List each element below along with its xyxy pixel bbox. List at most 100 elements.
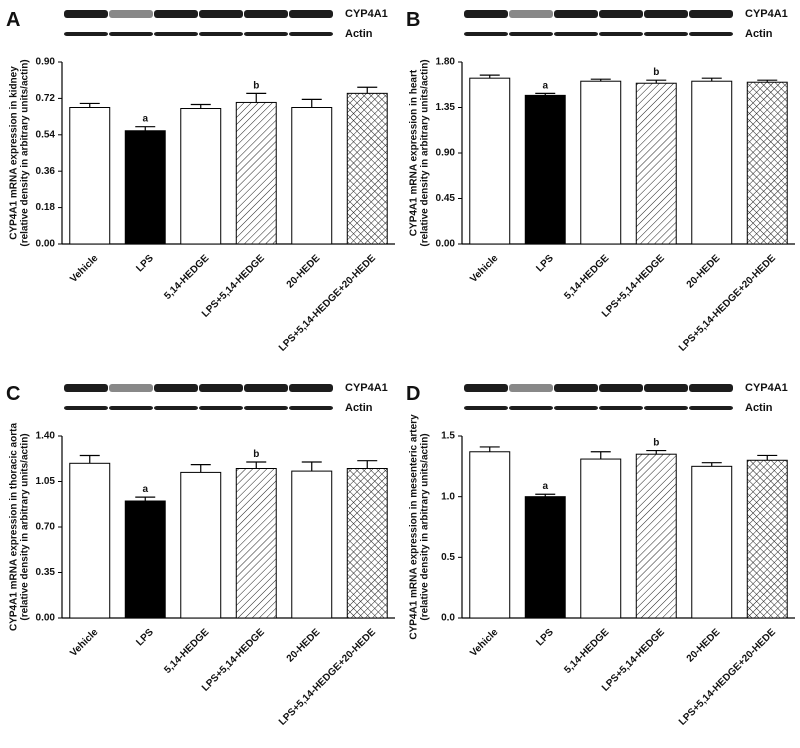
- x-tick-label: 20-HEDE: [685, 253, 723, 291]
- blot-band: [464, 10, 508, 18]
- x-tick-label: 5,14-HEDGE: [162, 253, 211, 302]
- x-tick-label: LPS+5,14-HEDGE: [600, 253, 667, 320]
- bar: [291, 470, 333, 619]
- blot-band: [509, 384, 553, 392]
- annotation: a: [542, 80, 548, 91]
- annotation: a: [142, 484, 148, 495]
- y-tick-label: 0.90: [36, 57, 56, 68]
- x-tick-label: LPS: [134, 253, 156, 275]
- y-tick-label: 1.5: [441, 431, 455, 442]
- y-tick-label: 1.35: [436, 102, 456, 113]
- bar: [124, 500, 166, 619]
- bar: [69, 462, 111, 619]
- blot-band: [109, 384, 153, 392]
- y-tick-label: 1.40: [36, 431, 56, 442]
- annotation: a: [542, 481, 548, 492]
- blot-band: [64, 406, 108, 410]
- bar: [180, 108, 222, 245]
- blot-band: [64, 10, 108, 18]
- y-tick-label: 0.18: [36, 202, 56, 213]
- x-tick-label: Vehicle: [68, 627, 100, 659]
- blot-band: [289, 384, 333, 392]
- annotation: b: [653, 67, 659, 78]
- bar: [524, 496, 566, 619]
- blot-label: CYP4A1: [745, 382, 788, 394]
- y-tick-label: 0.36: [36, 166, 56, 177]
- blot-band: [154, 406, 198, 410]
- panel: D CYP4A1 Actin CYP4A1 mRNA expression in me…: [406, 382, 795, 728]
- x-tick-label: LPS+5,14-HEDGE+20-HEDE: [677, 627, 778, 728]
- x-tick-label: LPS+5,14-HEDGE: [200, 627, 267, 694]
- x-tick-label: 20-HEDE: [285, 253, 323, 291]
- panel-label: B: [406, 9, 420, 31]
- bar: [635, 82, 677, 245]
- blot-band: [554, 32, 598, 36]
- blot-band: [644, 384, 688, 392]
- panel-label: A: [6, 9, 20, 31]
- y-tick-label: 1.05: [36, 476, 56, 487]
- y-tick-label: 0.00: [36, 239, 56, 250]
- y-tick-label: 0.0: [441, 613, 455, 624]
- blot-band: [689, 10, 733, 18]
- bar: [580, 80, 622, 245]
- blot-band: [109, 406, 153, 410]
- bar: [235, 101, 277, 245]
- bar: [746, 459, 788, 619]
- blot-band: [644, 32, 688, 36]
- y-axis-label: CYP4A1 mRNA expression in thoracic aorta: [9, 423, 20, 631]
- blot-band: [199, 10, 243, 18]
- x-tick-label: LPS: [534, 253, 556, 275]
- blot-label: Actin: [745, 28, 773, 40]
- blot-band: [154, 384, 198, 392]
- y-tick-label: 0.35: [36, 567, 56, 578]
- blot-label: Actin: [745, 402, 773, 414]
- bar: [346, 468, 388, 619]
- x-tick-label: Vehicle: [468, 627, 500, 659]
- blot-band: [244, 10, 288, 18]
- blot-label: Actin: [345, 402, 373, 414]
- blot-label: CYP4A1: [345, 382, 388, 394]
- annotation: a: [142, 114, 148, 125]
- blot-band: [644, 406, 688, 410]
- annotation: b: [253, 449, 259, 460]
- x-tick-label: 5,14-HEDGE: [562, 253, 611, 302]
- y-axis-label: (relative density in arbitrary units/act…: [420, 433, 431, 620]
- blot-band: [554, 384, 598, 392]
- y-tick-label: 1.80: [436, 57, 456, 68]
- bar: [469, 77, 511, 245]
- y-axis-label: CYP4A1 mRNA expression in kidney: [9, 66, 20, 240]
- blot-image: [464, 384, 733, 410]
- x-tick-label: Vehicle: [468, 253, 500, 285]
- bar: [235, 468, 277, 619]
- y-tick-label: 0.5: [441, 552, 455, 563]
- blot-band: [244, 384, 288, 392]
- panel: B CYP4A1 Actin CYP4A1 mRNA expression in he…: [406, 8, 795, 354]
- x-tick-label: LPS+5,14-HEDGE: [600, 627, 667, 694]
- x-tick-label: LPS: [134, 627, 156, 649]
- y-axis-label: CYP4A1 mRNA expression in mesenteric art…: [409, 414, 420, 640]
- blot-band: [689, 32, 733, 36]
- blot-band: [509, 32, 553, 36]
- blot-band: [509, 406, 553, 410]
- blot-band: [599, 384, 643, 392]
- blot-band: [199, 32, 243, 36]
- x-tick-label: 5,14-HEDGE: [562, 627, 611, 676]
- blot-band: [554, 406, 598, 410]
- blot-band: [464, 32, 508, 36]
- y-axis-label: (relative density in arbitrary units/act…: [20, 433, 31, 620]
- blot-band: [109, 32, 153, 36]
- x-tick-label: 5,14-HEDGE: [162, 627, 211, 676]
- blot-band: [289, 32, 333, 36]
- annotation: b: [653, 438, 659, 449]
- blot-band: [689, 406, 733, 410]
- blot-band: [464, 384, 508, 392]
- blot-band: [109, 10, 153, 18]
- y-axis-label: (relative density in arbitrary units/act…: [20, 59, 31, 246]
- y-tick-label: 0.70: [36, 522, 56, 533]
- x-tick-label: LPS: [534, 627, 556, 649]
- blot-band: [689, 384, 733, 392]
- x-tick-label: LPS+5,14-HEDGE: [200, 253, 267, 320]
- blot-band: [464, 406, 508, 410]
- y-tick-label: 0.90: [436, 148, 456, 159]
